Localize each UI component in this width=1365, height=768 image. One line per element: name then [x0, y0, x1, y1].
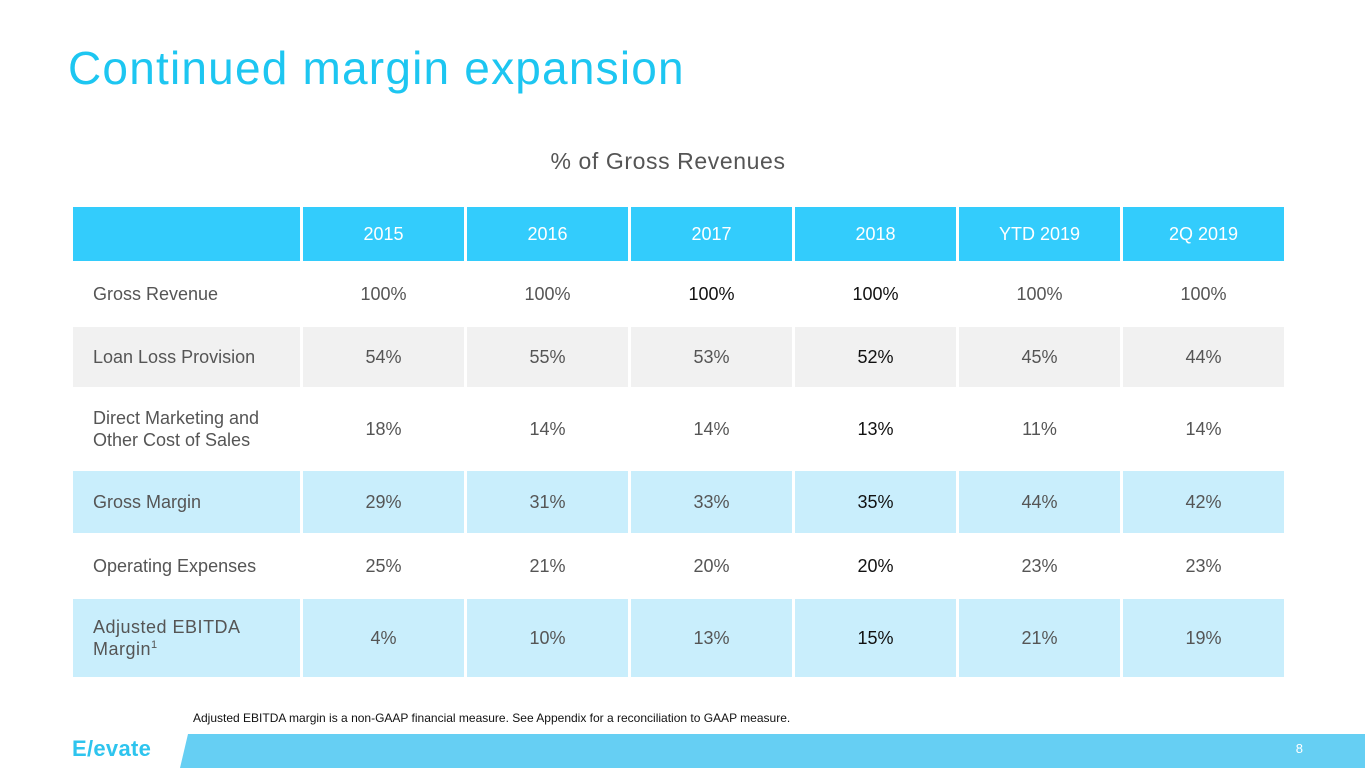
header-cell-empty [73, 207, 300, 261]
header-cell-2015: 2015 [303, 207, 464, 261]
table-cell: 33% [631, 471, 792, 533]
header-cell-2q-2019: 2Q 2019 [1123, 207, 1284, 261]
table-cell: 13% [631, 599, 792, 677]
footnote: Adjusted EBITDA margin is a non-GAAP fin… [193, 711, 791, 725]
table-cell: 44% [1123, 327, 1284, 387]
table-cell: 18% [303, 390, 464, 468]
table-cell: 35% [795, 471, 956, 533]
table-cell: 20% [631, 536, 792, 596]
table-cell: 42% [1123, 471, 1284, 533]
table-cell: 14% [631, 390, 792, 468]
footnote-marker: 1 [151, 639, 158, 651]
table-subtitle: % of Gross Revenues [550, 148, 786, 174]
table-cell: 100% [959, 264, 1120, 324]
table-cell: 100% [303, 264, 464, 324]
table-cell: 45% [959, 327, 1120, 387]
row-label-text: Adjusted EBITDA Margin1 [93, 617, 240, 659]
table-cell: 53% [631, 327, 792, 387]
row-label-loan-loss-provision: Loan Loss Provision [73, 327, 300, 387]
header-cell-2018: 2018 [795, 207, 956, 261]
margin-table: 2015 2016 2017 2018 YTD 2019 2Q 2019 Gro… [73, 207, 1284, 677]
table-cell: 52% [795, 327, 956, 387]
row-label-direct-marketing: Direct Marketing and Other Cost of Sales [73, 390, 300, 468]
table-cell: 10% [467, 599, 628, 677]
header-cell-2016: 2016 [467, 207, 628, 261]
table-cell: 21% [467, 536, 628, 596]
table-cell: 54% [303, 327, 464, 387]
table-cell: 23% [959, 536, 1120, 596]
table-cell: 4% [303, 599, 464, 677]
elevate-logo: E/evate [72, 736, 152, 761]
table-cell: 100% [1123, 264, 1284, 324]
table-cell: 55% [467, 327, 628, 387]
table-cell: 25% [303, 536, 464, 596]
row-label-operating-expenses: Operating Expenses [73, 536, 300, 596]
table-cell: 100% [631, 264, 792, 324]
table-cell: 31% [467, 471, 628, 533]
row-label-adjusted-ebitda-margin: Adjusted EBITDA Margin1 [73, 599, 300, 677]
table-cell: 44% [959, 471, 1120, 533]
table-cell: 15% [795, 599, 956, 677]
slide-title: Continued margin expansion [68, 42, 685, 94]
table-cell: 100% [795, 264, 956, 324]
row-label-gross-margin: Gross Margin [73, 471, 300, 533]
header-cell-2017: 2017 [631, 207, 792, 261]
table-cell: 23% [1123, 536, 1284, 596]
row-label-gross-revenue: Gross Revenue [73, 264, 300, 324]
footer-band [180, 734, 1365, 768]
table-cell: 20% [795, 536, 956, 596]
table-cell: 19% [1123, 599, 1284, 677]
table-cell: 14% [1123, 390, 1284, 468]
table-cell: 11% [959, 390, 1120, 468]
table-cell: 13% [795, 390, 956, 468]
table-cell: 21% [959, 599, 1120, 677]
table-cell: 29% [303, 471, 464, 533]
page-number: 8 [1295, 741, 1303, 756]
table-cell: 14% [467, 390, 628, 468]
header-cell-ytd-2019: YTD 2019 [959, 207, 1120, 261]
table-cell: 100% [467, 264, 628, 324]
